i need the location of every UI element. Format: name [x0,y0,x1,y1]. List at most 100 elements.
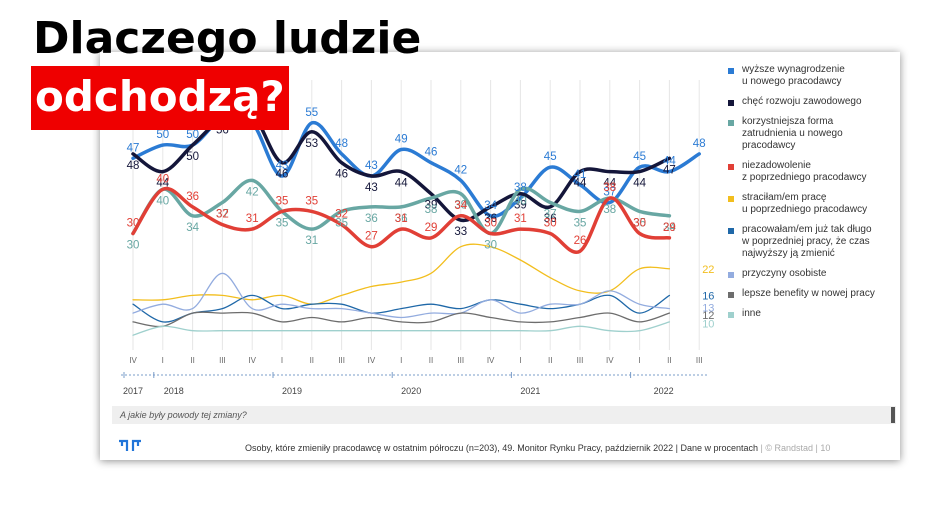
x-tick-label: I [400,356,402,365]
x-tick-label: II [310,356,314,365]
data-label: 32 [216,209,229,221]
data-label: 40 [514,195,527,207]
data-label: 38 [603,182,616,194]
data-label: 35 [633,217,646,229]
legend-item: straciłam/em pracę u poprzedniego pracod… [728,192,898,216]
x-tick-label: II [190,356,194,365]
legend-item: wyższe wynagrodzenie u nowego pracodawcy [728,64,898,88]
data-label: 37 [603,187,616,199]
data-label: 30 [633,217,646,229]
legend-swatch [728,272,734,278]
data-label: 56 [216,125,229,137]
x-tick-label: IV [487,356,495,365]
x-tick-label: III [219,356,226,365]
data-label: 32 [335,209,348,221]
data-label: 40 [156,195,169,207]
x-tick-label: II [667,356,671,365]
x-tick-label: IV [129,356,137,365]
series-line [132,272,671,319]
data-label: 46 [276,169,289,181]
data-label: 35 [276,195,289,207]
legend-label: przyczyny osobiste [742,268,827,279]
data-label: 43 [365,160,378,172]
x-tick-label: III [577,356,584,365]
data-label: 50 [156,129,169,141]
data-label: 40 [156,173,169,185]
data-label: 44 [574,178,587,190]
data-label: 31 [514,213,527,225]
x-tick-label: II [548,356,552,365]
legend-item: lepsze benefity w nowej pracy [728,288,898,300]
x-tick-label: I [638,356,640,365]
data-label: 30 [484,217,497,229]
data-label: 41 [574,169,587,181]
headline-line1: Dlaczego ludzie [33,13,422,64]
data-label: 38 [514,182,527,194]
legend-label: wyższe wynagrodzenie u nowego pracodawcy [742,64,845,87]
year-label: 2021 [520,386,540,396]
legend-label: lepsze benefity w nowej pracy [742,288,875,299]
data-label: 29 [663,222,676,234]
x-tick-label: I [281,356,283,365]
data-label: 27 [365,231,378,243]
data-label: 30 [127,217,140,229]
data-label: 37 [544,209,557,221]
data-label: 34 [454,200,467,212]
data-label: 33 [454,226,467,238]
year-label: 2017 [123,386,143,396]
data-label: 35 [305,195,318,207]
data-label: 39 [514,200,527,212]
year-label: 2019 [282,386,302,396]
data-label: 38 [603,204,616,216]
legend-swatch [728,292,734,298]
data-label: 36 [186,191,199,203]
data-label: 35 [574,217,587,229]
data-label: 34 [663,222,676,234]
data-label: 36 [395,213,408,225]
legend-item: przyczyny osobiste [728,268,898,280]
data-label: 48 [693,138,706,150]
data-label: 53 [305,138,318,150]
question-bar [112,406,896,424]
legend-label: pracowałam/em już tak długo w poprzednie… [742,224,872,259]
legend-item: niezadowolenie z poprzedniego pracodawcy [728,160,898,184]
legend-label: straciłam/em pracę u poprzedniego pracod… [742,192,868,215]
randstad-logo-icon [119,439,141,451]
data-label: 43 [276,160,289,172]
data-label: 55 [305,107,318,119]
legend-swatch [728,100,734,106]
data-label: 44 [395,178,408,190]
legend-label: niezadowolenie z poprzedniego pracodawcy [742,160,867,183]
end-label: 16 [702,290,714,302]
year-label: 2022 [654,386,674,396]
year-label: 2018 [164,386,184,396]
scrollbar[interactable] [891,407,895,423]
headline-line2: odchodzą? [31,66,289,130]
data-label: 50 [186,151,199,163]
data-label: 48 [127,160,140,172]
series-line [132,321,671,336]
x-tick-label: III [696,356,703,365]
data-label: 30 [127,239,140,251]
data-label: 44 [633,178,646,190]
x-tick-label: III [457,356,464,365]
end-label: 22 [702,264,714,276]
data-label: 26 [574,235,587,247]
data-label: 44 [663,156,676,168]
legend-swatch [728,228,734,234]
legend-swatch [728,196,734,202]
data-label: 35 [276,217,289,229]
question-text: A jakie były powody tej zmiany? [120,410,247,420]
data-label: 37 [216,209,229,221]
footer-source: Osoby, które zmieniły pracodawcę w ostat… [245,443,758,453]
series-line [132,311,671,328]
legend-swatch [728,68,734,74]
data-label: 31 [305,235,318,247]
legend-label: chęć rozwoju zawodowego [742,96,862,107]
series-line [131,186,672,254]
end-label: 10 [702,319,714,331]
year-label: 2020 [401,386,421,396]
data-label: 31 [246,213,259,225]
x-tick-label: I [162,356,164,365]
data-label: 43 [365,182,378,194]
